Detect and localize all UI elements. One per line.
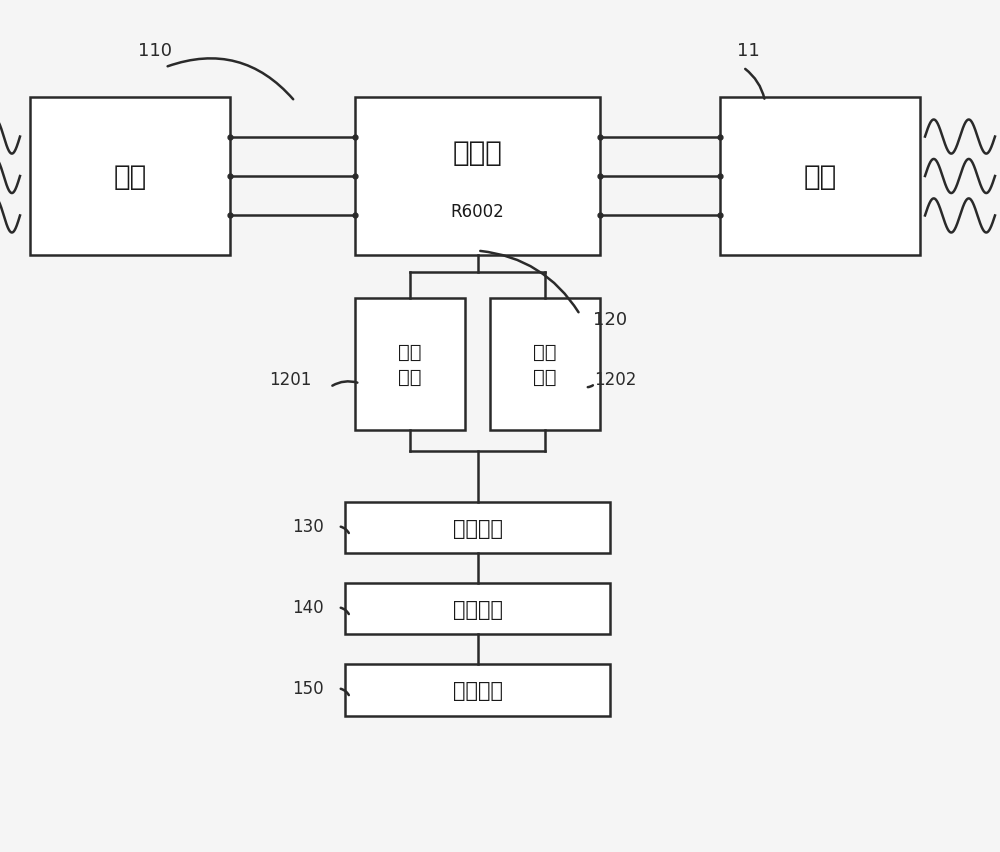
FancyBboxPatch shape [355, 98, 600, 256]
FancyBboxPatch shape [720, 98, 920, 256]
Text: 检测
装置: 检测 装置 [398, 343, 422, 386]
Text: 130: 130 [292, 517, 324, 536]
Text: 驱动装置: 驱动装置 [452, 599, 503, 619]
Text: 预设
装置: 预设 装置 [533, 343, 557, 386]
Text: R6002: R6002 [451, 203, 504, 221]
Text: 140: 140 [292, 598, 324, 617]
FancyBboxPatch shape [345, 665, 610, 716]
Text: 110: 110 [138, 42, 172, 60]
FancyBboxPatch shape [345, 584, 610, 635]
Text: 1201: 1201 [269, 370, 311, 389]
Text: 150: 150 [292, 679, 324, 698]
Text: 120: 120 [593, 310, 627, 329]
FancyBboxPatch shape [345, 503, 610, 554]
Text: 电机: 电机 [803, 163, 837, 191]
Text: 1202: 1202 [594, 370, 636, 389]
FancyBboxPatch shape [355, 298, 465, 430]
Text: 电源: 电源 [113, 163, 147, 191]
FancyBboxPatch shape [30, 98, 230, 256]
Text: 提醒装置: 提醒装置 [452, 680, 503, 700]
Text: 比较装置: 比较装置 [452, 518, 503, 538]
FancyBboxPatch shape [490, 298, 600, 430]
Text: 11: 11 [737, 42, 759, 60]
Text: 变频器: 变频器 [453, 139, 502, 167]
